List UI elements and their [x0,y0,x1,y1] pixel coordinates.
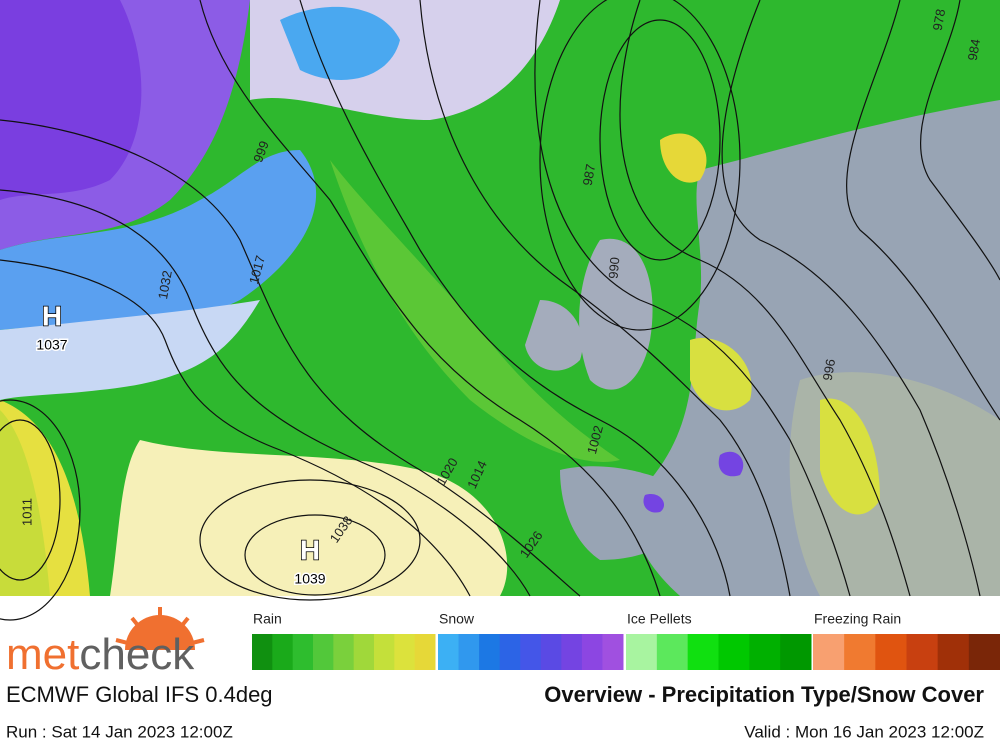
model-name: ECMWF Global IFS 0.4deg [6,682,273,707]
legend-swatch [602,634,624,670]
legend-label: Ice Pellets [627,611,692,627]
logo-met: met [6,630,79,679]
legend-swatch [906,634,939,670]
legend-label: Rain [253,611,282,627]
isobar-label: 1032 [155,269,175,300]
isobar-label: 978 [930,8,949,32]
legend-swatch [353,634,375,670]
legend-swatch [438,634,460,670]
isobar-label: 990 [606,256,623,279]
valid-time: Valid : Mon 16 Jan 2023 12:00Z [744,722,984,741]
isobars [0,0,1000,621]
isobar-label: 1002 [584,424,606,456]
legend-swatch [581,634,603,670]
legend-swatch [520,634,542,670]
legend-swatch [875,634,907,670]
high-symbol: H [300,534,320,565]
legend-swatch [844,634,876,670]
product-title: Overview - Precipitation Type/Snow Cover [544,682,984,707]
high-pressure: 1039 [294,571,325,587]
legend-label: Snow [439,611,475,627]
legend-swatch [414,634,436,670]
legend-swatch [780,634,812,670]
isobar-label: 1017 [246,254,268,286]
legend-swatch [656,634,689,670]
legend-swatch [540,634,562,670]
legend-swatch [968,634,1000,670]
legend-swatch [813,634,845,670]
legend-swatch [374,634,395,670]
high-symbol: H [42,300,62,331]
legend-swatch [252,634,273,670]
legend-swatch [479,634,501,670]
legend-label: Freezing Rain [814,611,901,627]
legend-swatch [626,634,658,670]
legend-swatch [561,634,583,670]
logo-check: check [79,630,195,679]
legend-swatch [272,634,294,670]
isobar-label: 987 [580,163,599,187]
legend-swatch [937,634,970,670]
run-time: Run : Sat 14 Jan 2023 12:00Z [6,722,233,741]
legend-swatch [458,634,480,670]
legend-swatch [333,634,355,670]
isobar-label: 1011 [19,498,34,526]
logo: metcheck [6,630,195,679]
isobar-label: 999 [250,139,272,165]
high-pressure: 1037 [36,337,67,353]
legend-swatch [749,634,781,670]
legend-swatch [718,634,750,670]
isobar-label: 984 [965,38,984,62]
legend-swatch [394,634,416,670]
isobar-label: 996 [820,358,839,382]
legend-swatch [313,634,334,670]
map [0,0,1000,621]
legend-swatch [499,634,521,670]
legend-swatch [687,634,719,670]
logo-icon [115,607,205,650]
legend-swatch [292,634,314,670]
